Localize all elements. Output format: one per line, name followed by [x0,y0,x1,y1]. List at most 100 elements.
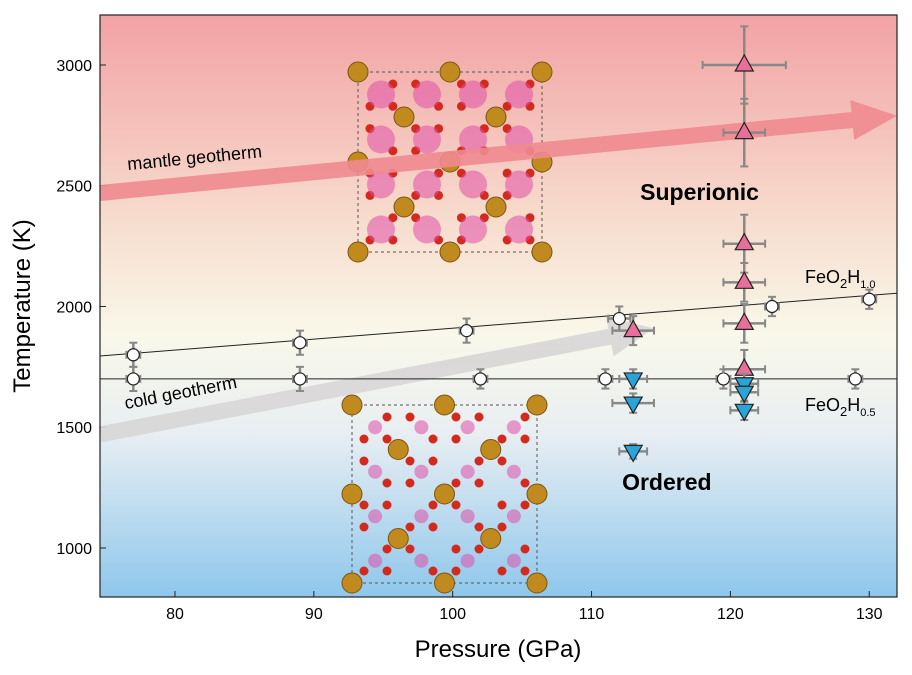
x-tick-label: 90 [305,606,323,623]
data-point [734,232,755,251]
fe-atom [531,61,553,83]
data-point [612,311,626,326]
h-cloud [505,170,533,199]
fe-atom [393,106,415,128]
o-atom [474,412,484,422]
data-point [734,271,755,289]
line-label-part: 1.0 [860,279,875,291]
o-atom [520,566,530,576]
h-cloud [506,553,521,568]
h-cloud [413,170,441,199]
o-atom [382,412,392,422]
o-atom [382,566,392,576]
data-point [623,396,644,415]
h-cloud [459,125,487,154]
o-atom [474,478,484,488]
h-cloud [459,170,487,199]
o-atom [451,566,461,576]
y-tick-label: 2000 [56,299,92,316]
y-tick-label: 3000 [56,58,92,75]
fe-atom [485,106,507,128]
line-label-part: 0.5 [860,407,875,419]
fe-atom [341,572,363,594]
fe-atom [393,196,415,218]
o-atom [359,456,369,466]
fe-atom [439,241,461,263]
x-axis-label: Pressure (GPa) [415,636,582,663]
o-atom [405,478,415,488]
data-point [459,324,474,338]
line-label-part: 2 [840,404,847,419]
data-point [126,372,140,386]
y-tick-label: 2500 [56,179,92,196]
o-atom [405,412,415,422]
h-cloud [505,215,533,244]
data-point [765,299,779,314]
o-atom [520,434,530,444]
x-tick-label: 80 [166,606,184,623]
fe-atom [434,572,455,594]
data-point [293,336,307,350]
data-point [734,403,755,422]
h-cloud [414,509,429,524]
h-cloud [414,553,429,568]
o-atom [359,522,369,532]
region-label: Ordered [622,469,711,495]
region-label: Superionic [640,179,759,205]
fe-atom [531,241,553,263]
o-atom [520,500,530,510]
h-cloud [459,215,487,244]
h-cloud [505,80,533,109]
o-atom [359,434,369,444]
data-point [623,319,644,338]
geotherm-arrow [99,100,898,201]
h-cloud [413,215,441,244]
o-atom [451,500,461,510]
data-point [734,121,755,140]
h-cloud [460,553,475,568]
data-point [734,385,755,404]
data-point [623,372,644,391]
o-atom [451,412,461,422]
fe-atom [485,196,507,218]
fe-atom [341,483,363,505]
x-tick-label: 120 [717,606,744,623]
x-tick-label: 130 [856,606,883,623]
h-cloud [414,420,429,435]
data-point [293,372,307,386]
h-cloud [460,420,475,435]
h-cloud [368,509,383,524]
h-cloud [368,464,383,479]
line-label-part: FeO [805,267,840,287]
h-cloud [506,420,521,435]
data-point [716,372,731,386]
h-cloud [414,464,429,479]
line-label-part: H [847,395,860,415]
o-atom [451,434,461,444]
fe-atom [387,528,409,549]
fe-atom [480,439,502,460]
o-atom [520,412,530,422]
o-atom [428,522,438,532]
line-label-part: H [847,267,860,287]
o-atom [497,434,507,444]
line-label: FeO2H0.5 [805,395,876,419]
h-cloud [413,125,441,154]
line-label-part: FeO [805,395,840,415]
fe-atom [387,439,409,460]
fe-atom [480,528,502,549]
line-label: FeO2H1.0 [805,267,876,291]
o-atom [497,522,507,532]
plot-frame [99,14,898,598]
fe-atom [434,483,455,505]
h-cloud [367,80,395,109]
data-point [126,348,140,362]
fe-atom [341,394,363,416]
h-cloud [413,80,441,109]
o-atom [405,544,415,554]
fe-atom [347,61,369,83]
h-cloud [459,80,487,109]
o-atom [428,500,438,510]
h-cloud [460,464,475,479]
